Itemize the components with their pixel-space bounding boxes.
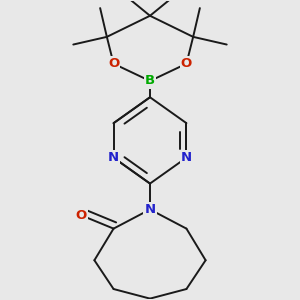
Text: O: O — [75, 209, 87, 222]
Text: N: N — [108, 151, 119, 164]
Text: N: N — [144, 203, 156, 216]
Text: B: B — [145, 74, 155, 88]
Text: O: O — [108, 57, 119, 70]
Text: O: O — [181, 57, 192, 70]
Text: N: N — [181, 151, 192, 164]
